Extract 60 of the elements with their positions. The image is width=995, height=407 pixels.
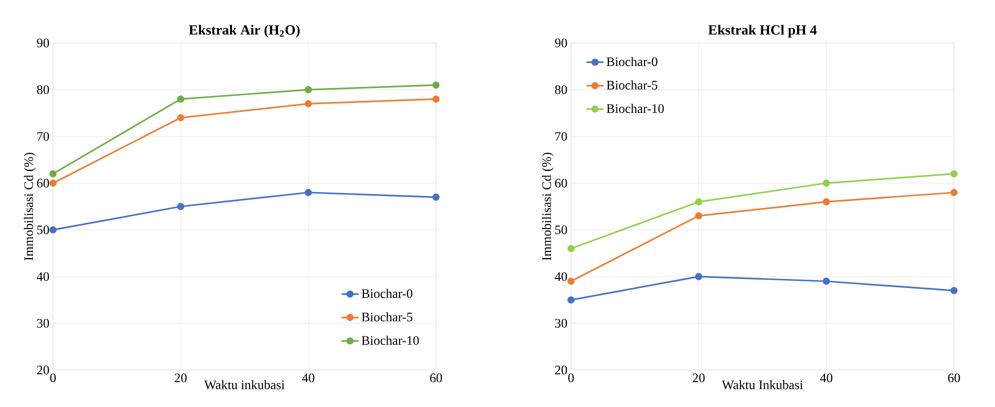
- x-tick-label: 0: [50, 374, 56, 382]
- x-tick-label: 20: [692, 374, 705, 382]
- x-tick-label: 40: [302, 374, 314, 382]
- y-tick-label: 40: [36, 272, 49, 281]
- y-tick-label: 20: [37, 366, 49, 374]
- x-tick-label: 0: [568, 374, 574, 382]
- y-tick-label: 50: [37, 225, 49, 234]
- point: [695, 198, 702, 206]
- y-tick-label: 60: [555, 178, 567, 188]
- point: [432, 194, 440, 201]
- point: [950, 188, 958, 196]
- y-tick-label: 70: [555, 132, 567, 141]
- point: [567, 244, 575, 252]
- y-tick-label: 30: [37, 318, 49, 328]
- legend-label: Biochar-0: [606, 57, 658, 66]
- point: [49, 180, 57, 187]
- legend-label: Biochar-10: [362, 336, 419, 345]
- point: [567, 296, 575, 304]
- point: [304, 100, 312, 108]
- point: [950, 170, 958, 178]
- point: [304, 86, 312, 94]
- y-tick-label: 20: [555, 366, 567, 374]
- point: [177, 202, 184, 210]
- x-axis-title: Waktu inkubasi: [204, 380, 285, 390]
- y-tick-label: 50: [555, 225, 567, 234]
- y-tick-label: 80: [37, 85, 49, 94]
- point: [567, 278, 575, 285]
- x-axis-title: Waktu Inkubasi: [722, 380, 803, 390]
- point: [177, 114, 184, 122]
- point: [950, 286, 958, 294]
- point: [49, 226, 57, 234]
- point: [822, 278, 830, 285]
- legend-label: Biochar-5: [606, 80, 658, 90]
- point: [432, 81, 440, 89]
- point: [695, 272, 702, 280]
- y-tick-label: 70: [37, 132, 49, 141]
- x-tick-label: 60: [948, 374, 960, 382]
- y-axis-title: Immobilisasi Cd (%): [24, 152, 36, 260]
- y-tick-label: 40: [554, 272, 567, 281]
- point: [49, 170, 57, 178]
- chart-title: Ekstrak Air (H$_{2}$O): [188, 24, 300, 38]
- y-axis-title: Immobilisasi Cd (%): [542, 152, 554, 260]
- point: [822, 198, 830, 206]
- y-tick-label: 60: [37, 178, 49, 188]
- point: [432, 95, 440, 103]
- legend-label: Biochar-5: [362, 312, 412, 322]
- point: [695, 212, 702, 220]
- legend-label: Biochar-10: [606, 104, 664, 113]
- x-tick-label: 20: [174, 374, 187, 382]
- y-tick-label: 90: [554, 38, 567, 48]
- x-tick-label: 60: [430, 374, 442, 382]
- y-tick-label: 90: [36, 38, 49, 48]
- point: [822, 180, 830, 187]
- legend-label: Biochar-0: [362, 288, 412, 298]
- x-tick-label: 40: [820, 374, 832, 382]
- point: [304, 188, 312, 196]
- y-tick-label: 80: [555, 85, 567, 94]
- chart-title: Ekstrak HCl pH 4: [708, 24, 817, 38]
- y-tick-label: 30: [555, 318, 567, 328]
- point: [177, 95, 184, 103]
